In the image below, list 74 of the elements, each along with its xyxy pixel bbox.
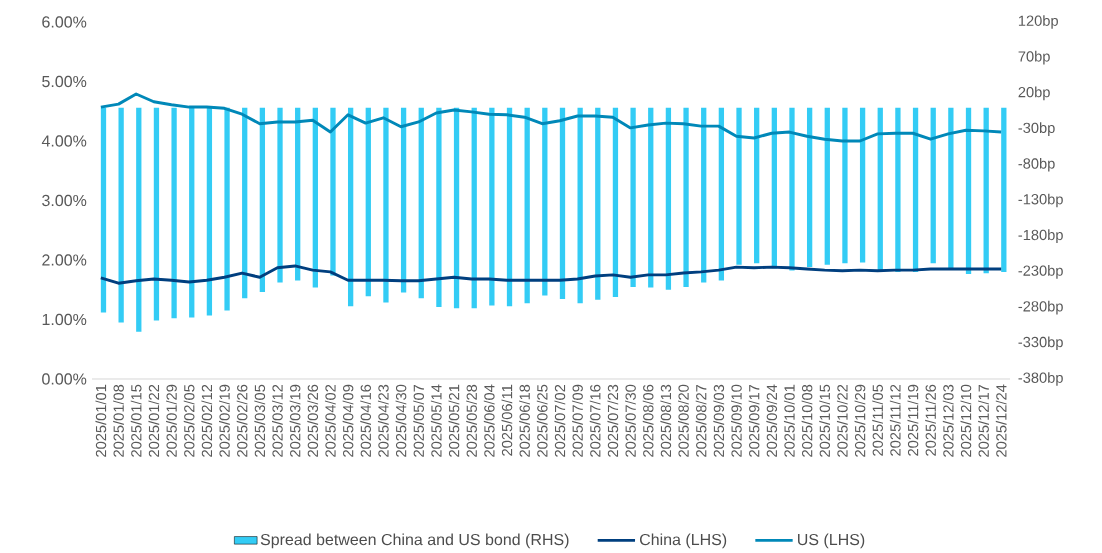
legend-label: US (LHS) [798,533,865,549]
x-tick-label: 2025/05/21 [448,385,460,458]
y-tick-label: 0.00% [42,373,87,385]
y2-tick-label: -230bp [1018,265,1063,279]
x-tick-label: 2025/10/08 [801,385,813,458]
x-tick-label: 2025/06/11 [501,385,513,456]
x-tick-label: 2025/02/19 [219,385,230,458]
y-tick-label: 4.00% [41,135,87,147]
x-tick-label: 2025/08/27 [695,385,707,458]
x-tick-label: 2025/05/14 [430,384,442,458]
x-tick-label: 2025/12/24 [995,384,1007,458]
x-tick-label: 2025/09/10 [730,384,742,458]
x-tick-label: 2025/07/30 [625,384,636,458]
line-series [99,92,1003,143]
y2-tick-label: -280bp [1018,300,1063,315]
y2-tick-label: -30bp [1018,122,1055,137]
x-tick-label: 2025/07/23 [607,385,619,458]
x-tick-label: 2025/07/02 [554,385,566,458]
y2-tick-label: 120bp [1018,15,1058,30]
x-tick-label: 2025/04/02 [324,385,336,458]
x-tick-label: 2025/01/15 [130,384,142,458]
x-tick-label: 2025/02/05 [183,384,195,458]
x-tick-label: 2025/01/29 [166,385,177,458]
y2-tick-label: -130bp [1018,193,1063,208]
x-tick-label: 2025/03/12 [271,385,283,458]
y2-tick-label: -380bp [1018,372,1063,387]
x-tick-label: 2025/11/19 [907,385,919,456]
x-tick-label: 2025/08/06 [642,385,654,458]
x-tick-label: 2025/01/01 [95,385,107,458]
x-tick-label: 2025/11/26 [925,385,936,456]
y2-tick-label: 20bp [1018,86,1050,101]
x-tick-label: 2025/08/20 [678,384,689,458]
x-tick-label: 2025/06/04 [483,384,495,458]
x-tick-label: 2025/01/08 [113,385,124,458]
x-tick-label: 2025/10/15 [819,384,831,458]
legend-label: Spread between China and US bond (RHS) [260,533,569,549]
x-tick-label: 2025/08/13 [660,385,672,458]
x-tick-label: 2025/07/16 [589,385,601,458]
x-tick-label: 2025/12/03 [942,385,954,458]
x-tick-label: 2025/09/24 [766,384,778,458]
x-tick-label: 2025/04/30 [395,384,407,458]
y-tick-label: 3.00% [42,195,87,207]
y-tick-label: 5.00% [42,76,87,88]
x-tick-label: 2025/04/16 [360,385,372,458]
y-tick-label: 6.00% [42,16,87,28]
y-tick-label: 1.00% [42,314,87,326]
x-tick-label: 2025/11/05 [872,384,883,456]
x-tick-label: 2025/10/29 [854,385,866,458]
x-tick-label: 2025/05/28 [466,385,477,458]
x-tick-label: 2025/06/18 [519,385,530,458]
x-tick-label: 2025/12/10 [960,384,972,458]
x-tick-label: 2025/02/26 [236,385,248,458]
x-tick-label: 2025/02/12 [201,385,213,458]
y2-tick-label: -330bp [1018,336,1063,351]
x-tick-label: 2025/11/12 [889,385,901,456]
y2-tick-label: 70bp [1018,51,1050,65]
y-tick-label: 2.00% [42,254,87,266]
x-tick-label: 2025/03/19 [289,385,301,458]
x-tick-label: 2025/10/01 [783,385,795,458]
legend-label: China (LHS) [639,533,727,549]
y2-tick-label: -80bp [1018,158,1055,172]
x-tick-label: 2025/09/03 [713,385,725,458]
x-tick-label: 2025/01/22 [148,385,160,458]
x-tick-label: 2025/10/22 [836,385,848,458]
y2-tick-label: -180bp [1018,229,1063,244]
x-tick-label: 2025/07/09 [572,385,583,458]
x-tick-label: 2025/06/25 [536,384,548,458]
x-tick-label: 2025/05/07 [413,385,424,458]
x-tick-label: 2025/03/05 [254,384,266,458]
x-tick-label: 2025/12/17 [978,385,989,458]
x-tick-label: 2025/09/17 [748,385,760,458]
x-tick-label: 2025/03/26 [307,385,319,458]
x-tick-label: 2025/04/23 [377,385,389,458]
x-tick-label: 2025/04/09 [342,385,354,458]
